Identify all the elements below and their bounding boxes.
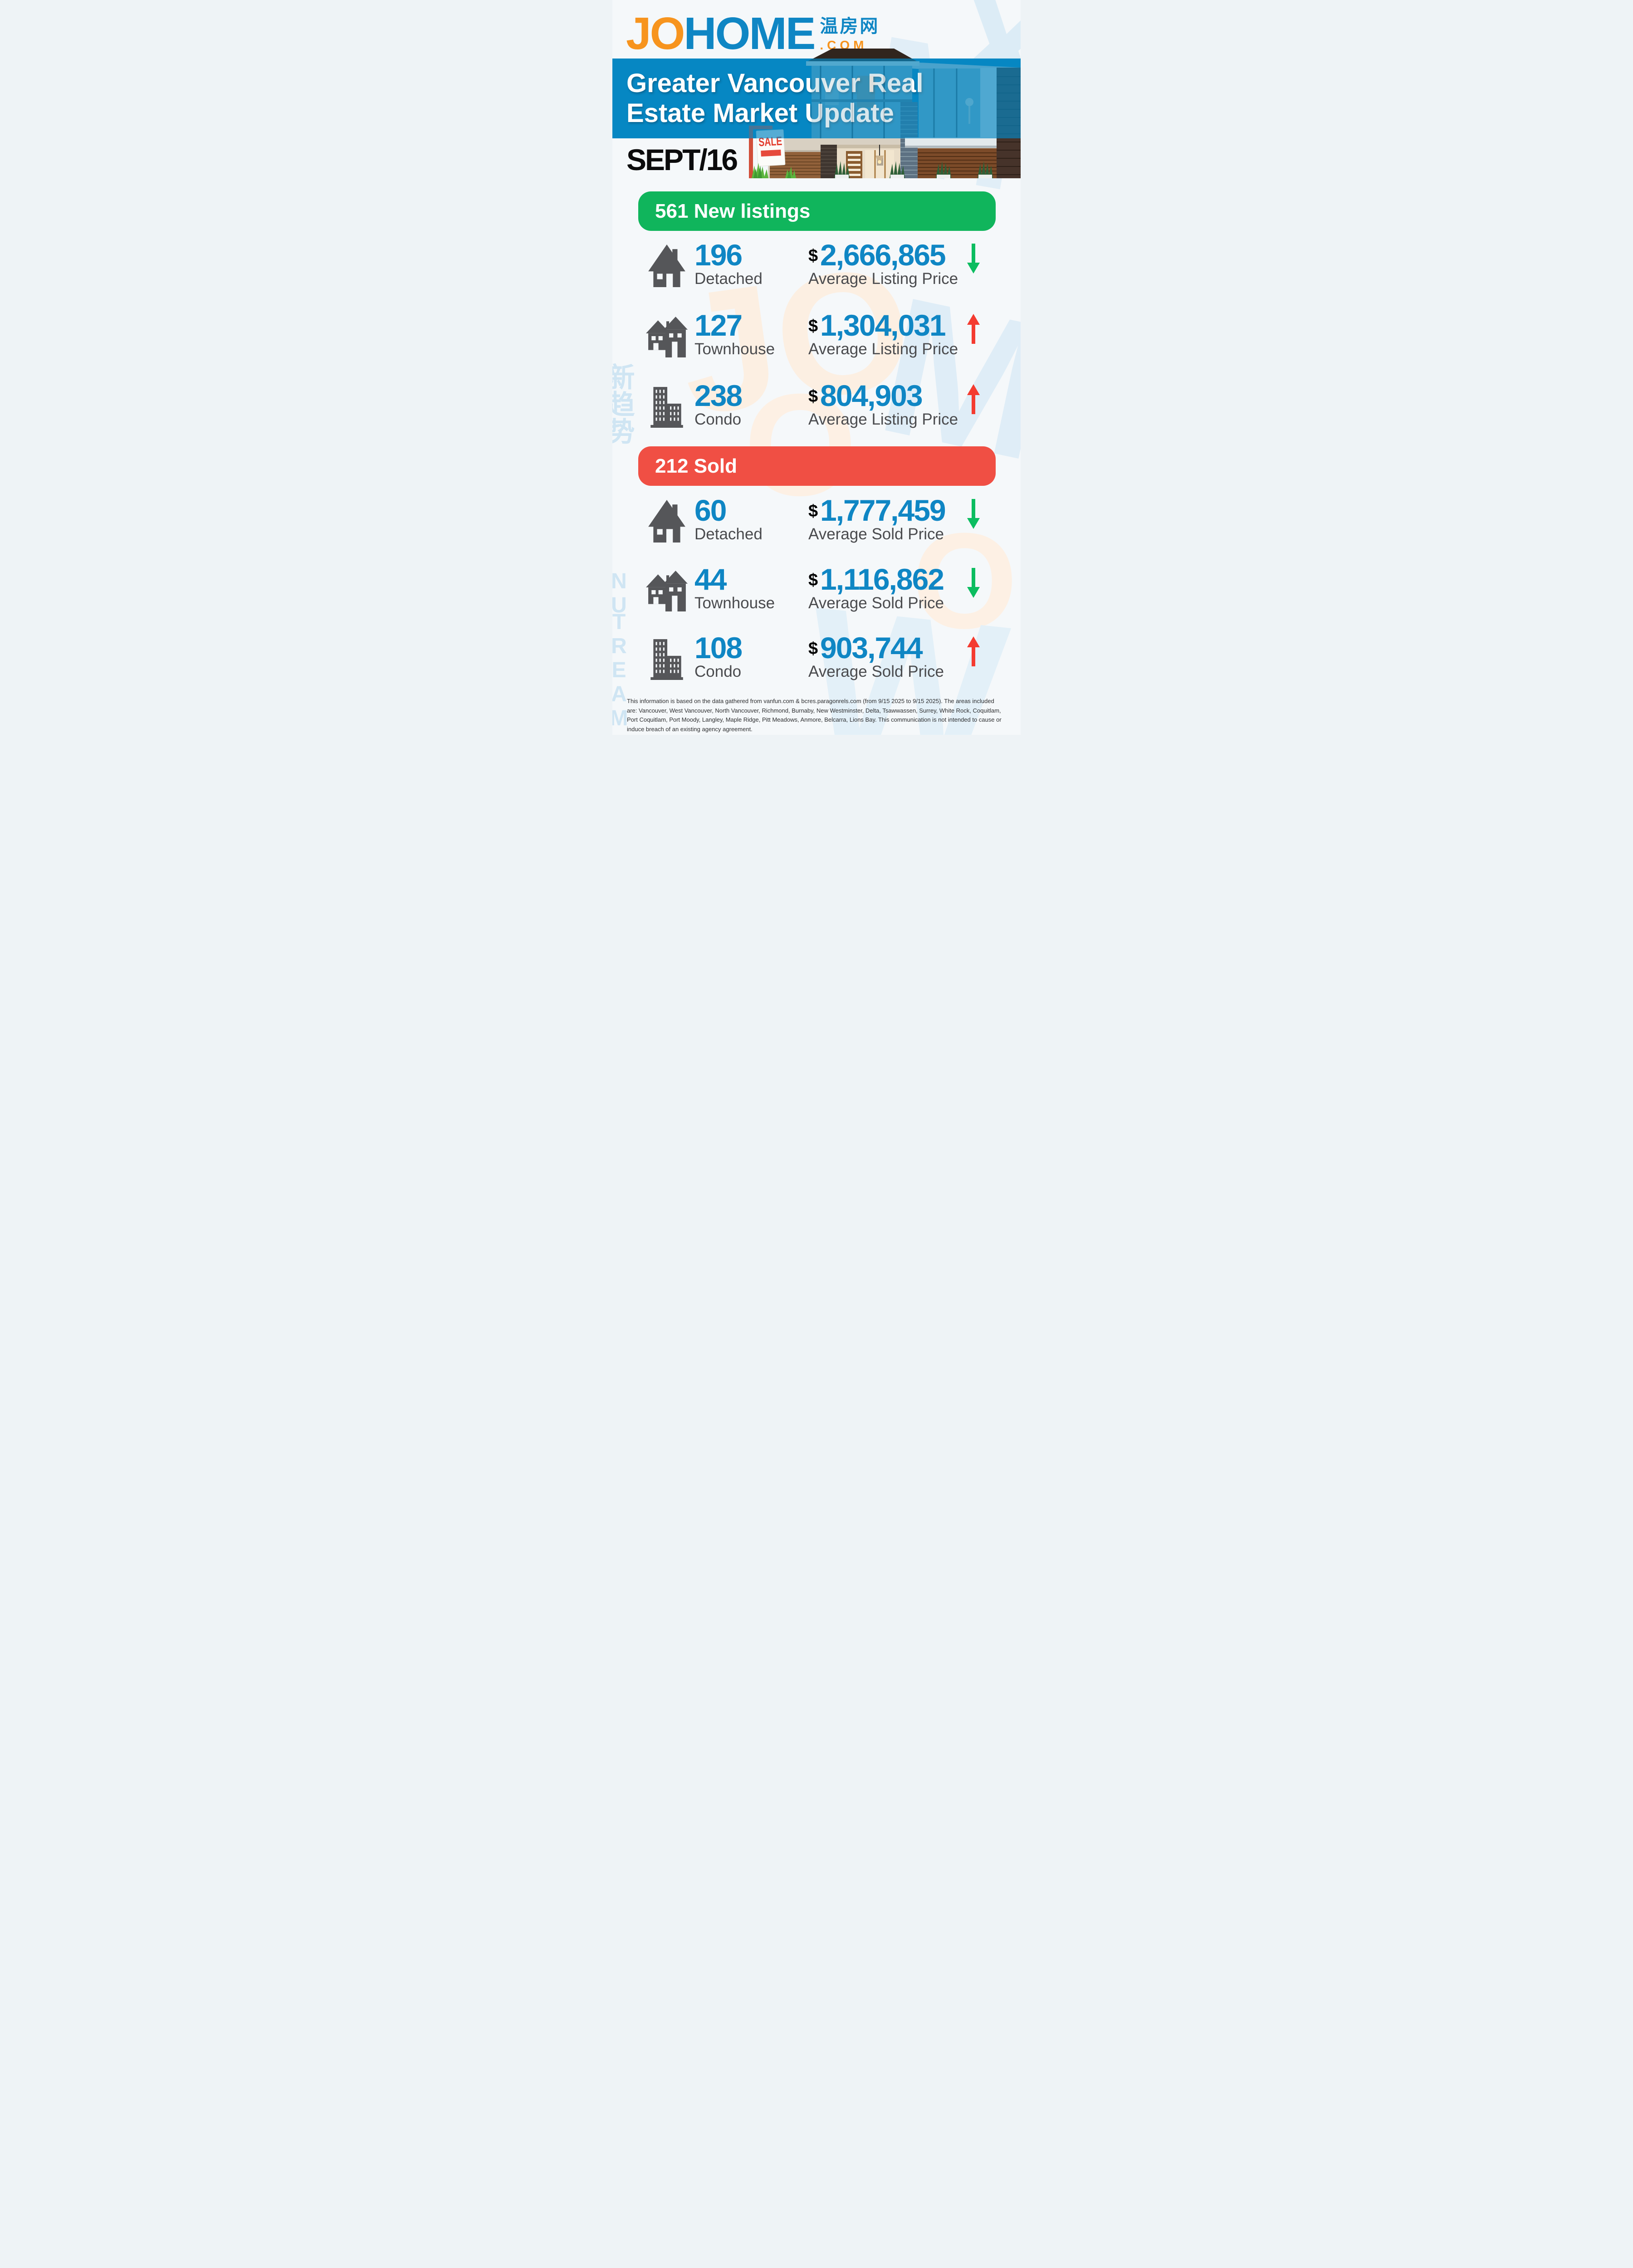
count-value: 196 [694,238,743,272]
logo-jo-text: JO [626,8,685,59]
price-label: Average Sold Price [808,525,944,543]
property-type-label: Condo [694,411,742,428]
condo-icon [646,385,688,428]
count-value: 127 [694,308,743,342]
price-value: 903,744 [820,631,923,665]
logo-chinese-text: 温房网 [820,16,880,36]
trend-down-arrow-icon [966,568,981,598]
trend-up-arrow-icon [966,384,981,414]
townhouse-icon [646,315,688,357]
property-type-label: Detached [694,525,763,543]
price-value: 1,777,459 [820,494,946,527]
trend-up-arrow-icon [966,636,981,666]
trend-down-arrow-icon [966,244,981,274]
count-value: 60 [694,494,727,527]
price-label: Average Sold Price [808,594,944,612]
detached-house-icon [646,244,688,287]
property-type-label: Detached [694,270,763,288]
currency-symbol: $ [808,317,818,336]
price-label: Average Sold Price [808,663,944,680]
listing-row-condo: 238 Condo $ 804,903 Average Listing Pric… [612,379,1021,430]
count-value: 44 [694,562,727,596]
currency-symbol: $ [808,639,818,658]
sold-banner: 212 Sold [638,446,996,486]
property-type-label: Townhouse [694,340,775,358]
count-value: 238 [694,379,743,412]
trend-down-arrow-icon [966,499,981,529]
disclaimer-text: This information is based on the data ga… [627,698,1002,733]
trend-up-arrow-icon [966,314,981,344]
new-listings-banner: 561 New listings [638,191,996,231]
listing-row-townhouse: 127 Townhouse $ 1,304,031 Average Listin… [612,310,1021,359]
price-value: 804,903 [820,379,923,412]
hero-section: SALE Greater Vancouver Real Estate Marke… [612,49,1021,178]
price-label: Average Listing Price [808,411,958,428]
new-listings-banner-label: 561 New listings [655,200,811,222]
listing-row-detached: 196 Detached $ 2,666,865 Average Listing… [612,240,1021,289]
price-value: 1,304,031 [820,308,946,342]
currency-symbol: $ [808,246,818,265]
sold-row-townhouse: 44 Townhouse $ 1,116,862 Average Sold Pr… [612,564,1021,613]
sold-row-detached: 60 Detached $ 1,777,459 Average Sold Pri… [612,495,1021,544]
detached-house-icon [646,500,688,543]
price-label: Average Listing Price [808,340,958,358]
price-value: 1,116,862 [820,562,944,596]
johome-logo: JO HOME 温房网 .COM [626,11,880,56]
property-type-label: Townhouse [694,594,775,612]
property-type-label: Condo [694,663,742,680]
logo-home-text: HOME [684,8,816,59]
sold-banner-label: 212 Sold [655,455,737,477]
price-value: 2,666,865 [820,238,946,272]
infographic-page: M X JO O M O 新趋势 NU TREAM W JO HOME 温房网 … [612,0,1021,735]
currency-symbol: $ [808,387,818,406]
price-label: Average Listing Price [808,270,958,288]
condo-icon [646,637,688,680]
count-value: 108 [694,631,743,665]
townhouse-icon [646,569,688,611]
report-date: SEPT/16 [626,143,738,176]
currency-symbol: $ [808,502,818,521]
currency-symbol: $ [808,571,818,590]
sold-row-condo: 108 Condo $ 903,744 Average Sold Price [612,631,1021,682]
